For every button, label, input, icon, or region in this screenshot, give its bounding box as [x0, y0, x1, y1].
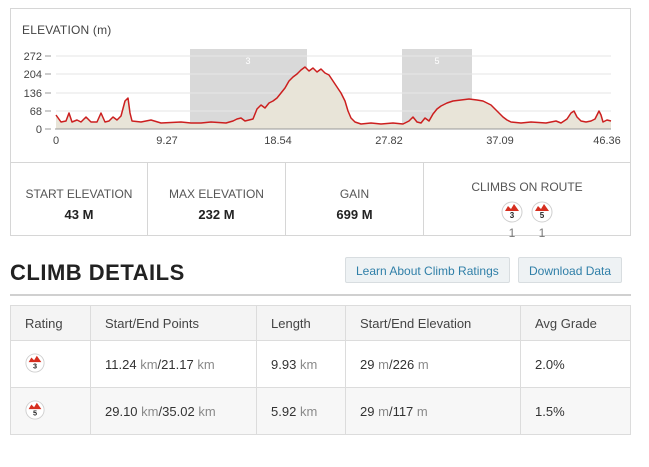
max-elevation-label: MAX ELEVATION	[169, 187, 264, 201]
start-end-elevation-cell: 29 m/117 m	[345, 387, 521, 435]
length-cell: 5.92 km	[256, 387, 346, 435]
elevation-profile-line	[55, 66, 612, 125]
header-start-end-points: Start/End Points	[90, 305, 257, 341]
climb-badges: 3 1 5 1	[424, 201, 630, 240]
climb-rating-3-icon: 3	[501, 201, 523, 223]
avg-grade-cell: 2.0%	[520, 340, 631, 388]
download-data-button[interactable]: Download Data	[518, 257, 623, 283]
start-end-points-cell: 11.24 km/21.17 km	[90, 340, 257, 388]
gain-stat: GAIN 699 M	[286, 163, 424, 236]
y-tick-204: 204	[24, 69, 42, 81]
climb-badge-item[interactable]: 3 1	[501, 201, 523, 240]
gain-value: 699 M	[336, 207, 373, 222]
avg-grade-cell: 1.5%	[520, 387, 631, 435]
start-end-elevation-cell: 29 m/226 m	[345, 340, 521, 388]
max-elevation-stat: MAX ELEVATION 232 M	[148, 163, 286, 236]
climb-rating-3-icon: 3	[25, 352, 45, 373]
header-start-end-elevation: Start/End Elevation	[345, 305, 521, 341]
svg-text:5: 5	[33, 408, 37, 417]
table-header-row: Rating Start/End Points Length Start/End…	[10, 305, 631, 341]
elevation-profile-fill	[56, 67, 611, 129]
svg-text:5: 5	[540, 211, 545, 220]
header-avg-grade: Avg Grade	[520, 305, 631, 341]
gain-label: GAIN	[339, 187, 370, 201]
y-tick-0: 0	[36, 124, 42, 136]
climb-details-heading: CLIMB DETAILS	[10, 260, 185, 285]
rating-cell: 5	[10, 387, 91, 435]
climb-band-label-5: 5	[434, 56, 439, 66]
x-tick-37-09: 37.09	[486, 135, 514, 147]
learn-climb-ratings-button[interactable]: Learn About Climb Ratings	[345, 257, 510, 283]
y-tick-68: 68	[30, 106, 42, 118]
start-elevation-value: 43 M	[64, 207, 94, 222]
max-elevation-value: 232 M	[198, 207, 235, 222]
table-row[interactable]: 5 29.10 km/35.02 km 5.92 km 29 m/117 m 1…	[10, 387, 631, 435]
climbs-on-route-label: CLIMBS ON ROUTE	[471, 180, 583, 194]
table-row[interactable]: 3 11.24 km/21.17 km 9.93 km 29 m/226 m 2…	[10, 340, 631, 388]
climb-count: 1	[538, 226, 546, 240]
x-tick-18-54: 18.54	[264, 135, 292, 147]
x-tick-27-82: 27.82	[375, 135, 403, 147]
climb-rating-5-icon: 5	[25, 399, 45, 420]
y-tick-272: 272	[24, 51, 42, 63]
x-tick-0: 0	[53, 135, 59, 147]
heading-divider	[10, 294, 631, 296]
start-end-points-cell: 29.10 km/35.02 km	[90, 387, 257, 435]
elevation-panel: ELEVATION (m) 3 5 272 204 136 68 0	[10, 8, 631, 240]
header-rating: Rating	[10, 305, 91, 341]
y-tick-136: 136	[24, 88, 42, 100]
climb-count: 1	[508, 226, 516, 240]
svg-text:3: 3	[510, 211, 515, 220]
climbs-on-route-stat: CLIMBS ON ROUTE 3 1 5 1	[424, 163, 630, 240]
climb-badge-item[interactable]: 5 1	[531, 201, 553, 240]
start-elevation-label: START ELEVATION	[25, 187, 133, 201]
x-tick-9-27: 9.27	[156, 135, 177, 147]
elevation-stats: START ELEVATION 43 M MAX ELEVATION 232 M…	[11, 162, 630, 240]
header-length: Length	[256, 305, 346, 341]
start-elevation-stat: START ELEVATION 43 M	[11, 163, 148, 236]
climb-rating-5-icon: 5	[531, 201, 553, 223]
elevation-chart: 3 5 272 204 136 68 0	[24, 49, 621, 147]
climb-details-table: Rating Start/End Points Length Start/End…	[10, 305, 631, 435]
length-cell: 9.93 km	[256, 340, 346, 388]
svg-text:3: 3	[33, 361, 37, 370]
rating-cell: 3	[10, 340, 91, 388]
x-tick-46-36: 46.36	[593, 135, 621, 147]
climb-band-label-3: 3	[245, 56, 250, 66]
elevation-title: ELEVATION (m)	[22, 23, 112, 37]
